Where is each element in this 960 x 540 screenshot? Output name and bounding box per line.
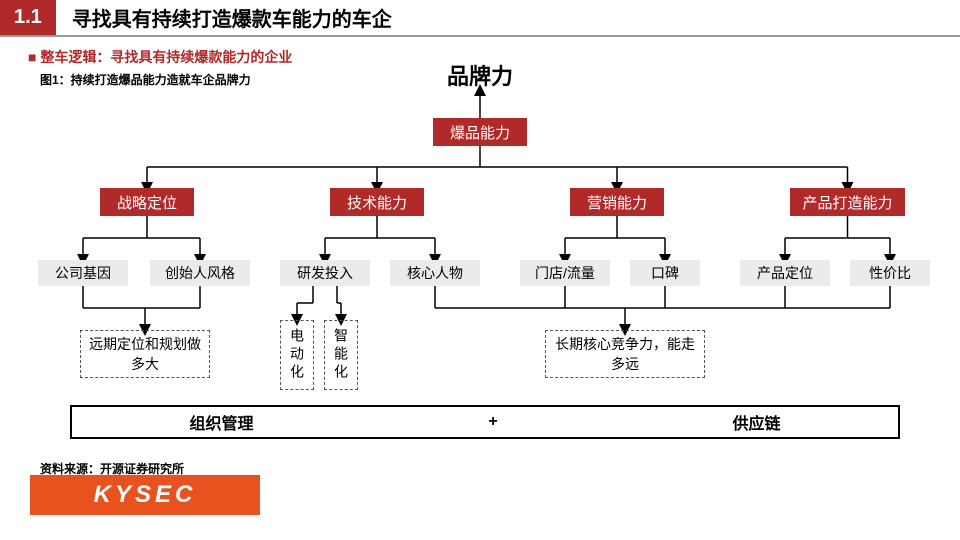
bottom-mid: +: [488, 413, 497, 431]
diagram-canvas: 品牌力爆品能力战略定位 技术能力 营销能力 产品打造能力公司基因创始人风格 研发投入核心…: [0, 60, 960, 480]
node-c2: 口碑: [630, 260, 700, 286]
logo-text: KYSEC: [94, 481, 197, 509]
node-d2: 性价比: [850, 260, 930, 286]
node-a: 战略定位: [100, 188, 194, 216]
node-db1: 电动化: [280, 320, 314, 390]
bottom-left: 组织管理: [189, 410, 253, 434]
node-c1: 门店/流量: [520, 260, 610, 286]
slide-header: 1.1 寻找具有持续打造爆款车能力的车企: [0, 0, 960, 37]
node-da: 远期定位和规划做多大: [80, 330, 210, 378]
node-d1: 产品定位: [740, 260, 830, 286]
node-d: 产品打造能力: [790, 188, 905, 216]
node-dc: 长期核心竞争力，能走多远: [545, 330, 705, 378]
node-b2: 核心人物: [390, 260, 480, 286]
node-l1: 爆品能力: [433, 118, 527, 146]
bottom-right: 供应链: [733, 410, 781, 434]
node-a2: 创始人风格: [150, 260, 250, 286]
section-title: 寻找具有持续打造爆款车能力的车企: [72, 3, 392, 32]
logo-band: KYSEC: [30, 475, 260, 515]
node-b1: 研发投入: [280, 260, 370, 286]
node-db2: 智能化: [324, 320, 358, 390]
node-root: 品牌力: [430, 60, 530, 90]
bottom-bar: 组织管理 + 供应链: [70, 405, 900, 439]
section-number: 1.1: [0, 0, 56, 35]
node-a1: 公司基因: [38, 260, 128, 286]
node-b: 技术能力: [330, 188, 424, 216]
node-c: 营销能力: [570, 188, 664, 216]
